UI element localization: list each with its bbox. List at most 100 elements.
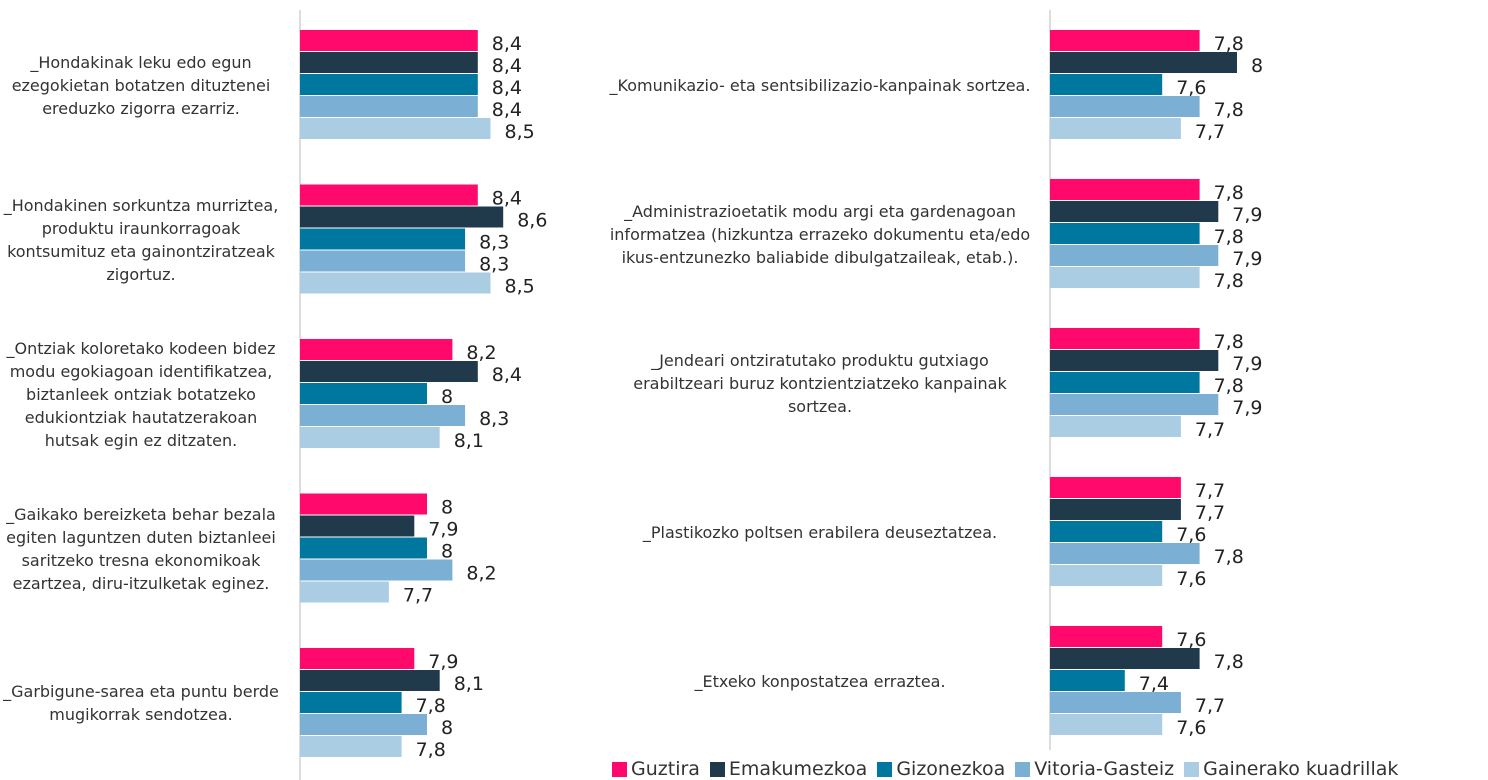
legend-swatch bbox=[1015, 761, 1031, 777]
legend-item: Gainerako kuadrillak bbox=[1184, 758, 1398, 780]
bar bbox=[300, 537, 427, 559]
value-label: 8,4 bbox=[492, 77, 522, 99]
bar bbox=[300, 228, 466, 250]
bar bbox=[300, 427, 440, 448]
bar bbox=[1050, 245, 1219, 266]
value-label: 7,6 bbox=[1176, 717, 1206, 739]
bar bbox=[300, 361, 478, 382]
legend-swatch bbox=[1184, 761, 1200, 777]
value-label: 8,4 bbox=[492, 33, 522, 55]
legend-label: Guztira bbox=[631, 758, 700, 780]
value-label: 8 bbox=[441, 386, 453, 408]
value-label: 7,9 bbox=[1232, 353, 1262, 375]
legend-item: Vitoria-Gasteiz bbox=[1015, 758, 1174, 780]
bar bbox=[1050, 201, 1219, 222]
legend-swatch bbox=[709, 761, 725, 777]
value-label: 8,4 bbox=[492, 364, 522, 386]
category-label: _Jendeari ontziratutako produktu gutxiag… bbox=[633, 350, 1007, 416]
bar bbox=[300, 692, 402, 713]
bar bbox=[300, 272, 491, 294]
legend-label: Gizonezkoa bbox=[896, 758, 1006, 780]
value-label: 7,7 bbox=[1195, 121, 1225, 143]
value-label: 8,3 bbox=[479, 232, 509, 254]
value-label: 8,5 bbox=[505, 276, 535, 298]
value-label: 7,8 bbox=[1214, 331, 1244, 353]
value-label: 7,9 bbox=[428, 651, 458, 673]
value-label: 7,8 bbox=[1214, 546, 1244, 568]
bar bbox=[300, 96, 478, 117]
bar bbox=[300, 383, 427, 404]
bar bbox=[300, 30, 478, 51]
bar bbox=[1050, 96, 1200, 117]
value-label: 8,3 bbox=[479, 408, 509, 430]
bar bbox=[1050, 267, 1200, 288]
category-label: _Gaikako bereizketa behar bezala egiten … bbox=[6, 504, 276, 593]
bar bbox=[300, 515, 415, 537]
value-label: 8,2 bbox=[466, 563, 496, 585]
value-label: 7,8 bbox=[1214, 375, 1244, 397]
legend-item: Guztira bbox=[612, 758, 700, 780]
bar bbox=[1050, 477, 1181, 498]
legend-item: Gizonezkoa bbox=[877, 758, 1005, 780]
bar bbox=[300, 339, 453, 360]
bar bbox=[1050, 714, 1163, 735]
bar bbox=[1050, 626, 1163, 647]
value-label: 7,9 bbox=[1232, 248, 1262, 270]
bar bbox=[1050, 223, 1200, 244]
bar bbox=[1050, 543, 1200, 564]
value-label: 7,9 bbox=[1232, 204, 1262, 226]
value-label: 8,5 bbox=[505, 121, 535, 143]
bar bbox=[1050, 179, 1200, 200]
bar bbox=[300, 118, 491, 139]
category-label: _Hondakinak leku edo egun ezegokietan bo… bbox=[11, 52, 271, 118]
bar bbox=[1050, 118, 1181, 139]
value-label: 7,7 bbox=[1195, 695, 1225, 717]
value-label: 8,1 bbox=[454, 430, 484, 452]
value-label: 8,4 bbox=[492, 55, 522, 77]
bar bbox=[1050, 565, 1163, 586]
bar bbox=[1050, 692, 1181, 713]
legend: Guztira Emakumezkoa Gizonezkoa Vitoria-Gast… bbox=[612, 758, 1398, 780]
legend-label: Emakumezkoa bbox=[728, 758, 868, 780]
value-label: 8 bbox=[441, 497, 453, 519]
value-label: 8,4 bbox=[492, 99, 522, 121]
bar bbox=[300, 206, 504, 228]
bar bbox=[1050, 521, 1163, 542]
value-label: 7,8 bbox=[1214, 33, 1244, 55]
legend-label: Gainerako kuadrillak bbox=[1203, 758, 1399, 780]
value-label: 7,8 bbox=[1214, 651, 1244, 673]
category-label: _Administrazioetatik modu argi eta garde… bbox=[609, 201, 1031, 267]
bar bbox=[1050, 372, 1200, 393]
bar bbox=[1050, 328, 1200, 349]
legend-swatch bbox=[612, 761, 627, 777]
bar bbox=[300, 559, 453, 581]
value-label: 8,3 bbox=[479, 254, 509, 276]
value-label: 7,9 bbox=[1232, 397, 1262, 419]
category-label: _Ontziak koloretako kodeen bidez modu eg… bbox=[6, 338, 276, 450]
bar bbox=[300, 184, 478, 206]
legend-label: Vitoria-Gasteiz bbox=[1034, 758, 1175, 780]
bar bbox=[300, 736, 402, 757]
value-label: 7,6 bbox=[1176, 629, 1206, 651]
value-label: 7,4 bbox=[1139, 673, 1169, 695]
value-label: 8,2 bbox=[466, 342, 496, 364]
value-label: 7,7 bbox=[403, 585, 433, 607]
bar bbox=[300, 648, 415, 669]
bar bbox=[1050, 648, 1200, 669]
category-label: _Etxeko konpostatzea erraztea. bbox=[694, 671, 946, 691]
value-label: 8,1 bbox=[454, 673, 484, 695]
category-label: _Garbigune-sarea eta puntu berde mugikor… bbox=[3, 682, 279, 724]
value-label: 8 bbox=[1251, 55, 1263, 77]
bar bbox=[1050, 52, 1237, 73]
value-label: 7,8 bbox=[1214, 226, 1244, 248]
value-label: 8,6 bbox=[517, 210, 547, 232]
value-label: 7,7 bbox=[1195, 419, 1225, 441]
value-label: 7,8 bbox=[1214, 182, 1244, 204]
legend-item: Emakumezkoa bbox=[709, 758, 868, 780]
legend-swatch bbox=[877, 761, 893, 777]
value-label: 8,4 bbox=[492, 188, 522, 210]
value-label: 7,8 bbox=[416, 739, 446, 761]
value-label: 7,7 bbox=[1195, 502, 1225, 524]
bar bbox=[1050, 499, 1181, 520]
